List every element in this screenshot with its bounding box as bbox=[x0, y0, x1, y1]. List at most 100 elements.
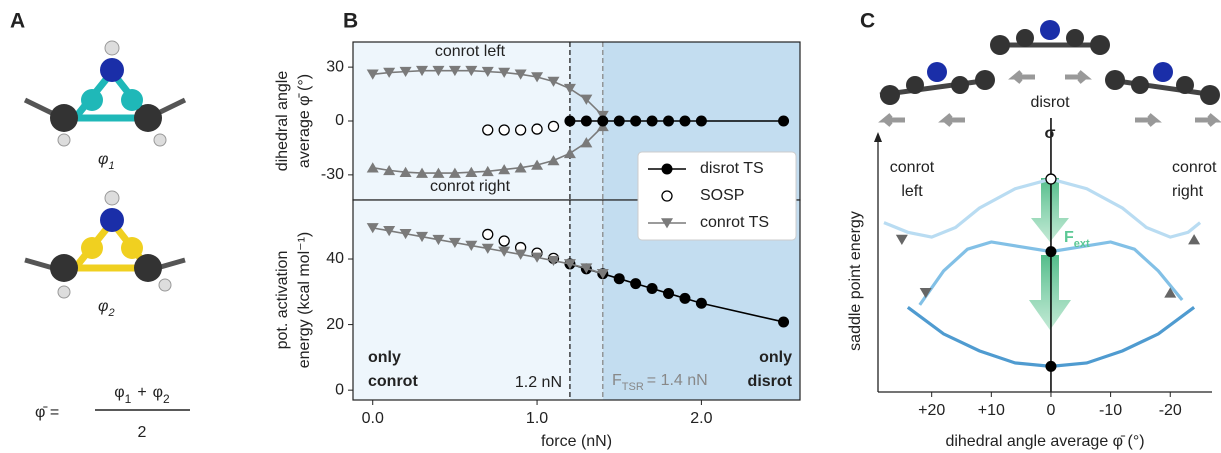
region-label: disrot bbox=[748, 373, 793, 390]
chart: +20 +10 0 -10 -20 dihedral angle average φ̄ (… bbox=[847, 94, 1217, 450]
marker bbox=[366, 223, 379, 234]
marker bbox=[498, 164, 511, 175]
formula-part: φ bbox=[153, 384, 163, 401]
marker bbox=[695, 297, 707, 309]
marker bbox=[498, 246, 511, 257]
legend-label: conrot TS bbox=[700, 214, 769, 231]
marker bbox=[646, 283, 658, 295]
formula-lhs: φ̄ = bbox=[35, 404, 59, 421]
panel-label: B bbox=[343, 10, 358, 33]
y-axis-label: energy (kcal mol⁻¹) bbox=[296, 232, 313, 368]
y-tick-label: 20 bbox=[326, 316, 344, 333]
marker bbox=[514, 249, 527, 260]
marker bbox=[448, 65, 461, 77]
x-tick-label: 0.0 bbox=[362, 410, 384, 427]
marker bbox=[416, 231, 429, 243]
text-part: φ bbox=[98, 298, 108, 315]
marker bbox=[448, 237, 461, 249]
legend-label: SOSP bbox=[700, 187, 744, 204]
marker bbox=[564, 115, 576, 127]
formula-part: + bbox=[137, 384, 146, 401]
formula-part: φ bbox=[114, 384, 124, 401]
marker bbox=[563, 83, 576, 95]
marker bbox=[661, 218, 673, 229]
subscript: 2 bbox=[107, 307, 114, 319]
marker bbox=[679, 292, 691, 304]
marker bbox=[432, 65, 445, 77]
x-tick-label: 0 bbox=[1047, 402, 1056, 419]
marker bbox=[1164, 287, 1177, 298]
annotation: disrot bbox=[1030, 94, 1070, 111]
marker bbox=[399, 228, 412, 240]
y-tick-label: 0 bbox=[335, 112, 344, 129]
plot-frame bbox=[352, 199, 801, 401]
force-label: Fext bbox=[1064, 229, 1090, 250]
y-axis-label: average φ̄ (°) bbox=[296, 74, 313, 168]
region-shading bbox=[353, 42, 570, 200]
annotation: σ bbox=[1045, 125, 1056, 142]
marker bbox=[416, 65, 429, 77]
y-tick-label: 30 bbox=[326, 58, 344, 75]
marker bbox=[695, 115, 707, 127]
x-tick-label: 1.0 bbox=[526, 410, 548, 427]
x-tick-label: -20 bbox=[1159, 402, 1182, 419]
x-tick-label: 2.0 bbox=[690, 410, 712, 427]
marker bbox=[630, 115, 642, 127]
marker bbox=[679, 115, 691, 127]
marker bbox=[531, 123, 543, 135]
text-part: φ bbox=[98, 151, 108, 168]
subscript: 1 bbox=[108, 160, 114, 172]
legend-label: disrot TS bbox=[700, 160, 764, 177]
panel-label: C bbox=[860, 10, 875, 33]
marker bbox=[514, 162, 527, 173]
molecule-disrot bbox=[990, 20, 1110, 84]
y-axis-label: saddle point energy bbox=[847, 211, 864, 351]
region-shading bbox=[569, 200, 603, 400]
panel-label: A bbox=[10, 10, 25, 33]
marker bbox=[547, 120, 560, 133]
marker bbox=[482, 228, 494, 241]
y-tick-label: 40 bbox=[326, 250, 344, 267]
molecule-conrot-left bbox=[878, 62, 995, 127]
annotation: left bbox=[901, 183, 923, 200]
marker bbox=[580, 115, 592, 127]
marker bbox=[531, 72, 544, 83]
marker bbox=[366, 162, 379, 173]
marker bbox=[580, 137, 593, 148]
marker bbox=[778, 115, 790, 127]
chart: 0 20 40 0.0 1.0 2.0 force (nN) pot. activation e… bbox=[274, 151, 801, 450]
legend-box bbox=[637, 151, 797, 241]
marker bbox=[498, 124, 510, 136]
region-label: conrot bbox=[368, 373, 418, 390]
annotation: right bbox=[1172, 183, 1204, 200]
series-annotation: conrot right bbox=[430, 178, 511, 195]
annotation: 1.2 nN bbox=[515, 374, 562, 391]
subscript: TSR bbox=[622, 381, 644, 393]
y-tick-label: 0 bbox=[335, 381, 344, 398]
marker bbox=[580, 263, 593, 274]
region-label: only bbox=[759, 349, 792, 366]
y-axis-label: pot. activation bbox=[274, 251, 291, 350]
marker bbox=[596, 268, 609, 280]
marker bbox=[498, 235, 510, 247]
marker bbox=[663, 287, 675, 299]
y-tick-label: -30 bbox=[321, 166, 344, 183]
x-tick-label: -10 bbox=[1099, 402, 1122, 419]
marker bbox=[563, 259, 576, 270]
marker bbox=[663, 115, 675, 127]
marker bbox=[366, 69, 379, 80]
marker bbox=[1045, 246, 1057, 258]
marker bbox=[919, 287, 932, 299]
marker bbox=[531, 252, 544, 263]
marker bbox=[432, 234, 445, 246]
marker bbox=[630, 278, 642, 290]
marker bbox=[531, 159, 544, 170]
marker bbox=[465, 240, 478, 251]
y-axis-arrow bbox=[874, 132, 882, 142]
marker bbox=[465, 166, 478, 177]
marker bbox=[498, 67, 511, 78]
annotation: conrot bbox=[890, 159, 935, 176]
marker bbox=[383, 164, 396, 176]
marker bbox=[465, 65, 478, 77]
